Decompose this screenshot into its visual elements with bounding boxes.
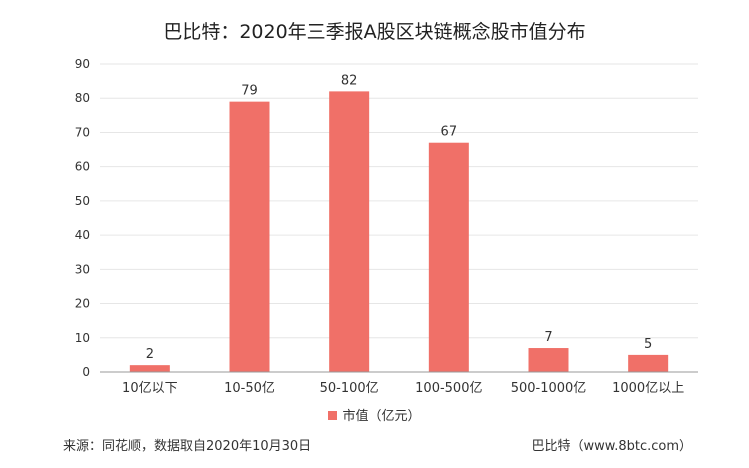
x-tick-label: 1000亿以上 (612, 381, 684, 396)
source-note: 来源：同花顺，数据取自2020年10月30日 (63, 439, 312, 454)
chart-title: 巴比特：2020年三季报A股区块链概念股市值分布 (163, 21, 586, 43)
data-label: 2 (146, 347, 154, 362)
y-tick-label: 30 (75, 262, 90, 276)
bar (329, 91, 370, 372)
x-tick-label: 10-50亿 (224, 381, 275, 396)
x-tick-label: 500-1000亿 (511, 381, 587, 396)
y-tick-label: 20 (75, 297, 90, 311)
bar (428, 142, 469, 372)
x-tick-label: 100-500亿 (415, 381, 482, 396)
site-credit: 巴比特（www.8btc.com） (531, 439, 692, 454)
x-tick-label: 50-100亿 (320, 381, 379, 396)
y-tick-label: 70 (75, 125, 90, 139)
data-label: 79 (241, 84, 258, 99)
bar (229, 101, 270, 373)
x-tick-label: 10亿以下 (122, 381, 178, 396)
y-tick-label: 90 (75, 57, 90, 71)
y-tick-label: 50 (75, 194, 90, 208)
bar (628, 354, 669, 372)
bar (528, 348, 569, 372)
y-tick-label: 10 (75, 331, 90, 345)
legend-label: 市值（亿元） (342, 409, 421, 424)
bar (129, 365, 170, 372)
data-label: 67 (441, 125, 458, 140)
y-tick-label: 0 (82, 365, 90, 379)
data-label: 82 (341, 73, 358, 88)
legend-swatch (328, 411, 338, 420)
y-tick-label: 40 (75, 228, 90, 242)
y-tick-label: 80 (75, 91, 90, 105)
data-label: 5 (644, 337, 652, 352)
legend: 市值（亿元） (0, 405, 749, 424)
data-label: 7 (544, 330, 552, 345)
y-tick-label: 60 (75, 160, 90, 174)
